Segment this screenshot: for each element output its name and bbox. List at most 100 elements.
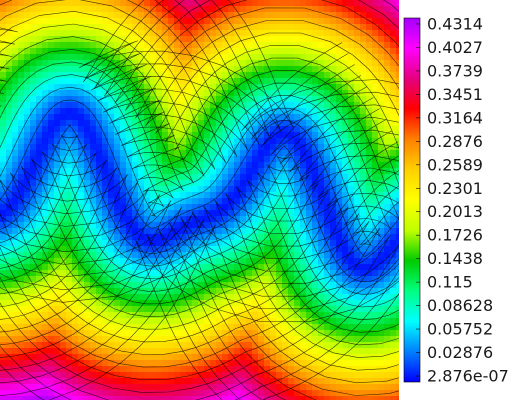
field-cell [114,312,121,319]
field-cell [78,132,85,139]
field-cell [48,222,55,229]
field-cell [288,198,295,205]
field-cell [186,360,193,367]
field-cell [372,348,379,355]
field-cell [78,252,85,259]
field-cell [108,372,115,379]
field-cell [6,288,13,295]
field-cell [180,144,187,151]
field-cell [270,378,277,385]
field-cell [138,210,145,217]
field-cell [168,156,175,163]
field-cell [384,108,391,115]
field-cell [30,312,37,319]
field-cell [204,246,211,253]
field-cell [168,330,175,337]
field-cell [324,360,331,367]
field-cell [372,84,379,91]
field-cell [246,114,253,121]
field-cell [120,372,127,379]
field-cell [30,360,37,367]
field-cell [330,390,337,397]
field-cell [294,390,301,397]
field-cell [234,108,241,115]
field-cell [360,6,367,13]
field-cell [192,24,199,31]
field-cell [78,12,85,19]
field-cell [108,198,115,205]
field-cell [66,132,73,139]
field-cell [48,240,55,247]
field-cell [0,210,7,217]
field-cell [270,84,277,91]
field-cell [180,354,187,361]
field-cell [288,258,295,265]
field-cell [216,150,223,157]
field-cell [264,174,271,181]
field-cell [384,294,391,301]
field-cell [84,354,91,361]
field-cell [96,204,103,211]
field-cell [90,66,97,73]
field-cell [6,270,13,277]
field-cell [216,342,223,349]
field-cell [288,264,295,271]
field-cell [96,330,103,337]
field-cell [312,216,319,223]
field-cell [360,24,367,31]
field-cell [192,54,199,61]
field-cell [150,330,157,337]
field-cell [48,30,55,37]
field-cell [294,276,301,283]
field-cell [120,42,127,49]
field-cell [126,162,133,169]
field-cell [342,204,349,211]
field-cell [354,36,361,43]
field-cell [60,36,67,43]
field-cell [120,240,127,247]
field-cell [162,186,169,193]
field-cell [78,240,85,247]
field-cell [348,126,355,133]
field-cell [120,24,127,31]
field-cell [138,54,145,61]
field-cell [288,366,295,373]
field-cell [282,324,289,331]
field-cell [306,126,313,133]
field-cell [144,342,151,349]
field-cell [342,102,349,109]
field-cell [162,342,169,349]
field-cell [6,246,13,253]
field-cell [294,144,301,151]
field-cell [108,72,115,79]
field-cell [138,192,145,199]
field-cell [6,300,13,307]
field-cell [186,84,193,91]
field-cell [48,60,55,67]
field-cell [204,24,211,31]
field-cell [156,72,163,79]
field-cell [54,312,61,319]
field-cell [6,342,13,349]
field-cell [330,6,337,13]
field-cell [18,162,25,169]
field-cell [120,72,127,79]
field-cell [108,120,115,127]
field-cell [342,90,349,97]
field-cell [144,294,151,301]
field-cell [54,192,61,199]
field-cell [174,162,181,169]
field-cell [96,30,103,37]
field-cell [324,198,331,205]
field-cell [288,102,295,109]
field-cell [228,276,235,283]
field-cell [324,6,331,13]
field-cell [132,204,139,211]
field-cell [204,144,211,151]
contour-line [0,172,399,358]
field-cell [264,72,271,79]
field-cell [114,72,121,79]
field-cell [384,300,391,307]
field-cell [372,222,379,229]
field-cell [324,114,331,121]
